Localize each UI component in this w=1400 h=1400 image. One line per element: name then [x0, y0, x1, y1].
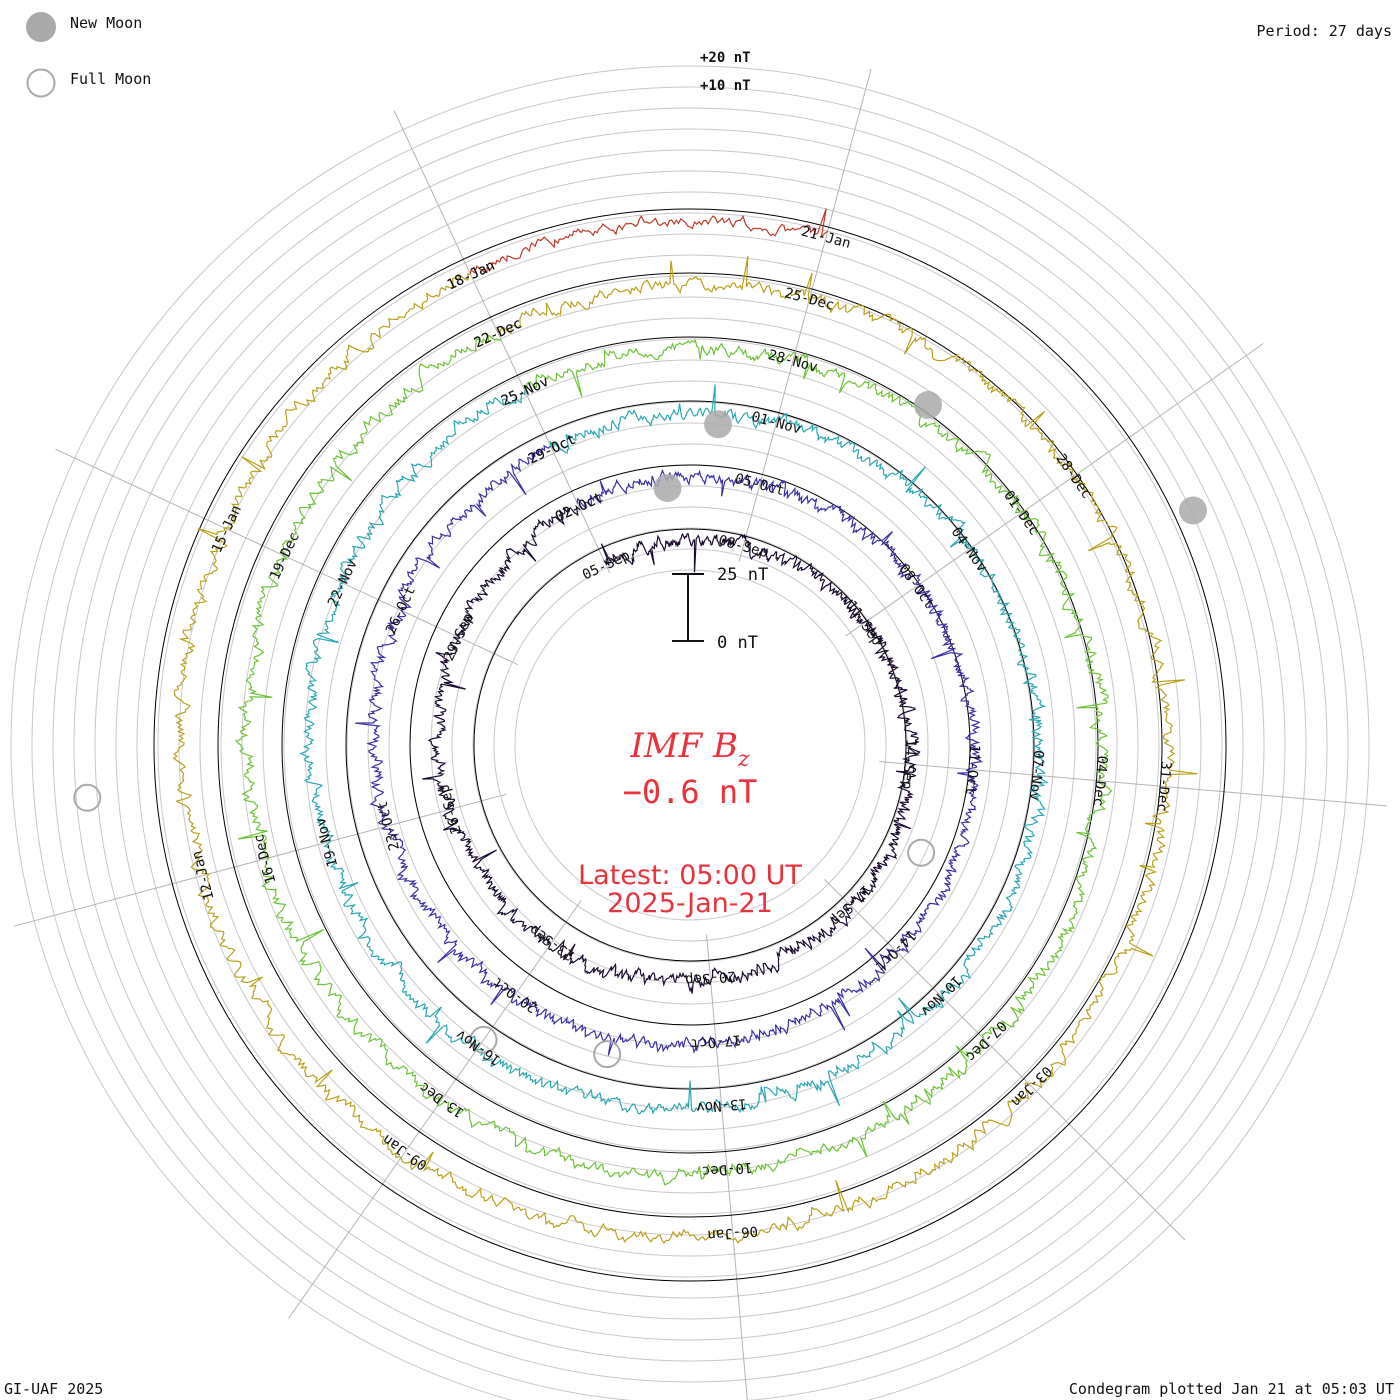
- zero-baseline: [153, 208, 1227, 1282]
- date-label: 14-Sep: [898, 738, 918, 790]
- grid-ring: [493, 548, 887, 942]
- date-label: 07-Nov: [1026, 749, 1046, 801]
- grid-ring: [367, 422, 1013, 1068]
- date-label: 26-Oct: [383, 584, 419, 637]
- grid-ring: [241, 296, 1139, 1194]
- grid-ring: [430, 485, 950, 1005]
- date-spoke: [845, 343, 1264, 637]
- full-moon-marker: [73, 783, 102, 812]
- date-label: 29-Oct: [526, 432, 579, 468]
- scale-top-label: 25 nT: [717, 565, 768, 585]
- date-label: 13-Nov: [696, 1095, 748, 1115]
- grid-ring: [178, 233, 1202, 1257]
- date-label: 01-Dec: [1000, 488, 1042, 539]
- grid-ring: [157, 212, 1223, 1278]
- date-label: 20-Sep: [684, 967, 736, 987]
- grid-ring: [136, 191, 1244, 1299]
- ring-label-10: +10 nT: [700, 78, 751, 94]
- new-moon-marker: [914, 391, 943, 420]
- date-spoke: [823, 878, 1186, 1241]
- grid-ring: [325, 380, 1055, 1110]
- date-label: 10-Dec: [701, 1159, 753, 1179]
- date-spoke: [738, 68, 872, 562]
- new-moon-marker: [653, 473, 682, 502]
- legend-full-moon-label: Full Moon: [70, 70, 152, 88]
- date-label: 23-Oct: [375, 799, 404, 852]
- footer-plotted: Condegram plotted Jan 21 at 05:03 UT: [1068, 1380, 1394, 1398]
- series-trace: [355, 444, 984, 1056]
- current-value: −0.6 nT: [623, 773, 758, 811]
- full-moon-marker: [469, 1025, 498, 1054]
- date-label: 25-Nov: [499, 374, 552, 410]
- date-spokes: [13, 68, 1388, 1400]
- date-label: 29-Sep: [441, 611, 477, 664]
- date-label: 18-Jan: [445, 258, 498, 294]
- date-label: 02-Oct: [553, 490, 606, 526]
- grid-ring: [94, 149, 1286, 1341]
- new-moon-marker: [1179, 496, 1208, 525]
- date-label: 15-Jan: [209, 503, 245, 556]
- date-spoke: [393, 110, 611, 574]
- grid-ring: [451, 506, 929, 984]
- scale-bottom-label: 0 nT: [717, 633, 758, 653]
- date-label: 08-Oct: [895, 561, 937, 612]
- grid-rings: [10, 65, 1370, 1400]
- grid-ring: [31, 86, 1349, 1400]
- new-moon-icon: [26, 12, 56, 42]
- grid-ring: [514, 569, 866, 921]
- date-label: 13-Dec: [417, 1078, 468, 1120]
- date-label: 11-Oct: [962, 744, 982, 796]
- date-spoke: [879, 761, 1388, 807]
- date-spoke: [55, 448, 519, 666]
- grid-ring: [52, 107, 1328, 1383]
- center-title: IMF Bz: [629, 726, 750, 772]
- full-moon-marker: [907, 838, 936, 867]
- scale-bar: 25 nT 0 nT: [672, 565, 768, 653]
- date-label: 04-Dec: [1090, 755, 1110, 807]
- date-label: 28-Nov: [766, 347, 819, 376]
- series-trace: [299, 384, 1049, 1115]
- date-label: 16-Dec: [251, 832, 280, 885]
- date-label: 31-Dec: [1153, 761, 1173, 813]
- grid-ring: [283, 338, 1097, 1152]
- date-spoke: [288, 900, 582, 1319]
- moon-markers: [73, 391, 1208, 1069]
- date-label: 06-Jan: [707, 1223, 759, 1243]
- date-label: 11-Sep: [843, 598, 885, 649]
- full-moon-icon: [26, 68, 56, 98]
- series-trace: [422, 504, 921, 994]
- grid-ring: [10, 65, 1370, 1400]
- zero-baseline: [217, 272, 1163, 1218]
- footer-credit: GI-UAF 2025: [4, 1380, 104, 1398]
- grid-ring: [115, 170, 1265, 1320]
- date-label: 16-Nov: [453, 1026, 504, 1068]
- series-trace: [172, 255, 1198, 1245]
- ring-label-20: +20 nT: [700, 50, 751, 66]
- series-trace: [469, 208, 829, 274]
- date-label: 23-Sep: [527, 921, 578, 963]
- latest-date: 2025-Jan-21: [607, 888, 773, 919]
- date-label: 22-Dec: [472, 316, 525, 352]
- date-label: 17-Oct: [690, 1031, 742, 1051]
- date-spoke: [706, 934, 748, 1400]
- legend-new-moon-label: New Moon: [70, 14, 143, 32]
- date-label: 19-Dec: [267, 530, 303, 583]
- center-readout: IMF Bz −0.6 nT Latest: 05:00 UT 2025-Jan…: [578, 726, 802, 919]
- date-label: 09-Jan: [380, 1131, 431, 1173]
- grid-ring: [262, 317, 1118, 1173]
- date-spoke: [13, 793, 507, 927]
- date-label: 04-Nov: [948, 525, 990, 576]
- new-moon-marker: [704, 410, 733, 439]
- latest-time: Latest: 05:00 UT: [578, 860, 802, 891]
- grid-ring: [304, 359, 1076, 1131]
- grid-ring: [220, 275, 1160, 1215]
- full-moon-marker: [593, 1040, 622, 1069]
- period-label: Period: 27 days: [1256, 22, 1392, 40]
- grid-ring: [388, 443, 992, 1047]
- grid-ring: [73, 128, 1307, 1362]
